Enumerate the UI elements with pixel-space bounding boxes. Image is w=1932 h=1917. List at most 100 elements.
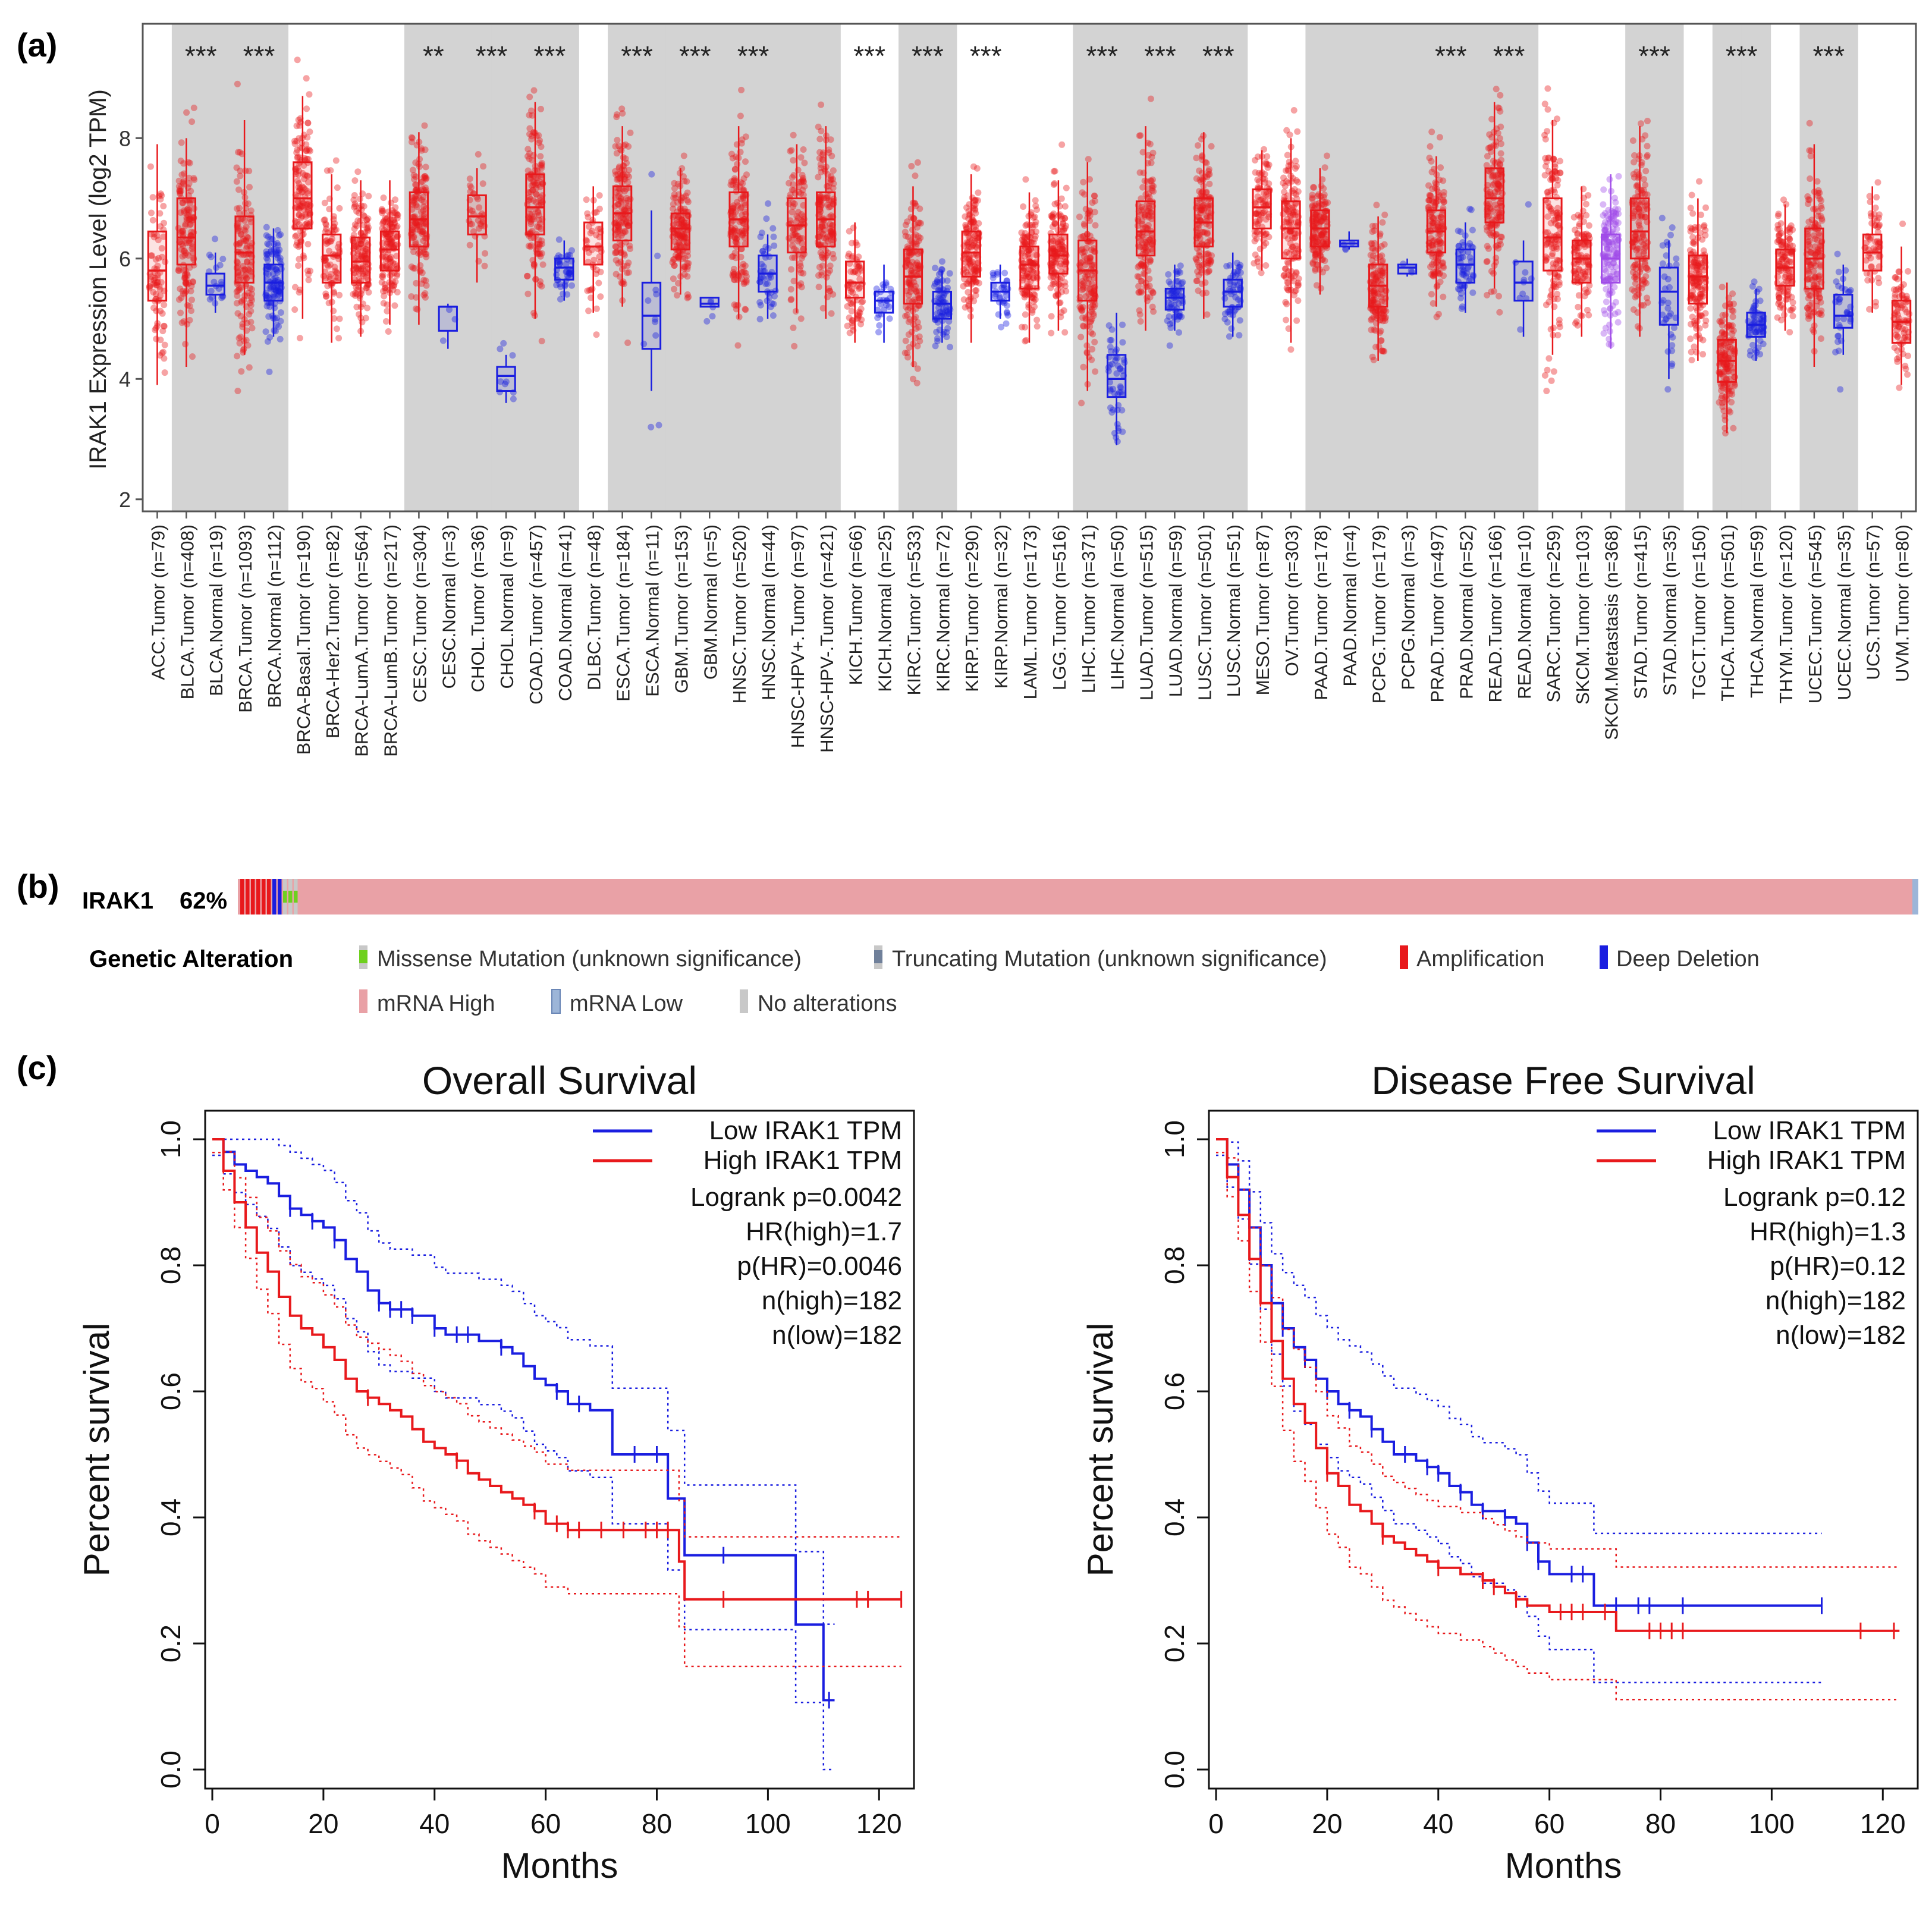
point xyxy=(268,283,275,290)
point xyxy=(296,180,303,187)
point xyxy=(681,254,689,262)
point xyxy=(1058,141,1066,148)
point xyxy=(1440,199,1447,206)
point xyxy=(1108,326,1116,333)
point xyxy=(1496,309,1503,316)
point xyxy=(182,341,189,348)
point xyxy=(1313,282,1320,289)
point xyxy=(1223,263,1230,270)
box xyxy=(525,173,545,235)
point xyxy=(300,162,307,169)
point xyxy=(241,226,248,233)
point xyxy=(379,209,385,216)
point xyxy=(321,216,328,223)
point xyxy=(597,293,604,300)
point xyxy=(391,260,398,268)
point xyxy=(382,253,389,260)
point xyxy=(1324,152,1330,159)
point xyxy=(356,295,363,301)
point xyxy=(296,289,303,296)
point xyxy=(237,239,244,246)
point xyxy=(153,282,161,288)
point xyxy=(1089,306,1095,313)
point xyxy=(363,285,370,292)
point xyxy=(180,180,187,187)
point xyxy=(1490,270,1497,277)
point xyxy=(482,250,489,257)
point xyxy=(293,242,300,249)
point xyxy=(351,200,359,208)
point xyxy=(148,252,155,259)
point xyxy=(466,175,473,183)
box xyxy=(1164,287,1185,311)
point xyxy=(1583,212,1590,219)
point xyxy=(177,190,184,197)
point xyxy=(1614,219,1622,227)
point xyxy=(763,215,770,222)
point xyxy=(274,267,281,274)
point xyxy=(1600,201,1607,208)
point xyxy=(423,174,430,181)
point xyxy=(184,205,191,212)
point xyxy=(620,278,627,285)
point xyxy=(422,184,429,191)
box xyxy=(496,366,516,392)
point xyxy=(270,276,277,283)
point xyxy=(277,335,284,342)
point xyxy=(180,291,187,297)
point xyxy=(379,220,387,227)
point xyxy=(365,224,372,231)
point xyxy=(617,249,624,256)
point xyxy=(160,233,167,240)
point xyxy=(336,291,343,298)
point xyxy=(1490,288,1497,295)
point xyxy=(410,199,417,206)
point xyxy=(1429,253,1436,260)
point xyxy=(148,209,155,216)
point xyxy=(336,315,343,322)
point xyxy=(1050,168,1057,175)
point xyxy=(816,136,824,143)
point xyxy=(177,189,184,196)
point xyxy=(1030,239,1037,246)
point xyxy=(538,338,545,345)
point xyxy=(1554,177,1562,184)
point xyxy=(271,285,278,293)
point xyxy=(351,225,358,232)
point xyxy=(525,243,532,250)
point xyxy=(236,210,243,217)
point xyxy=(1148,159,1155,166)
point xyxy=(1436,262,1443,269)
point xyxy=(1585,222,1592,229)
point xyxy=(422,164,429,171)
point xyxy=(1082,206,1089,213)
point xyxy=(411,176,418,183)
shade-thca-tumor-n-501 xyxy=(1712,24,1742,511)
point xyxy=(244,234,252,241)
point xyxy=(246,364,253,371)
point xyxy=(326,274,333,280)
point xyxy=(177,238,184,246)
point xyxy=(422,146,429,153)
point xyxy=(384,301,391,308)
point xyxy=(1056,211,1063,218)
point xyxy=(363,255,370,262)
point xyxy=(1542,163,1549,170)
point xyxy=(189,353,196,360)
point xyxy=(353,208,360,215)
point xyxy=(186,209,193,216)
point xyxy=(1548,291,1554,298)
point xyxy=(238,368,245,375)
point xyxy=(627,129,634,136)
point xyxy=(1381,348,1388,355)
box-group-dlbc-tumor-n-48 xyxy=(582,186,605,338)
point xyxy=(1611,194,1618,202)
point xyxy=(246,300,253,307)
point xyxy=(175,267,183,274)
point xyxy=(354,168,362,175)
point xyxy=(787,147,794,155)
point xyxy=(332,274,340,281)
box-group-kich-normal-n-25 xyxy=(873,264,896,343)
point xyxy=(323,238,330,245)
point xyxy=(1091,197,1098,205)
